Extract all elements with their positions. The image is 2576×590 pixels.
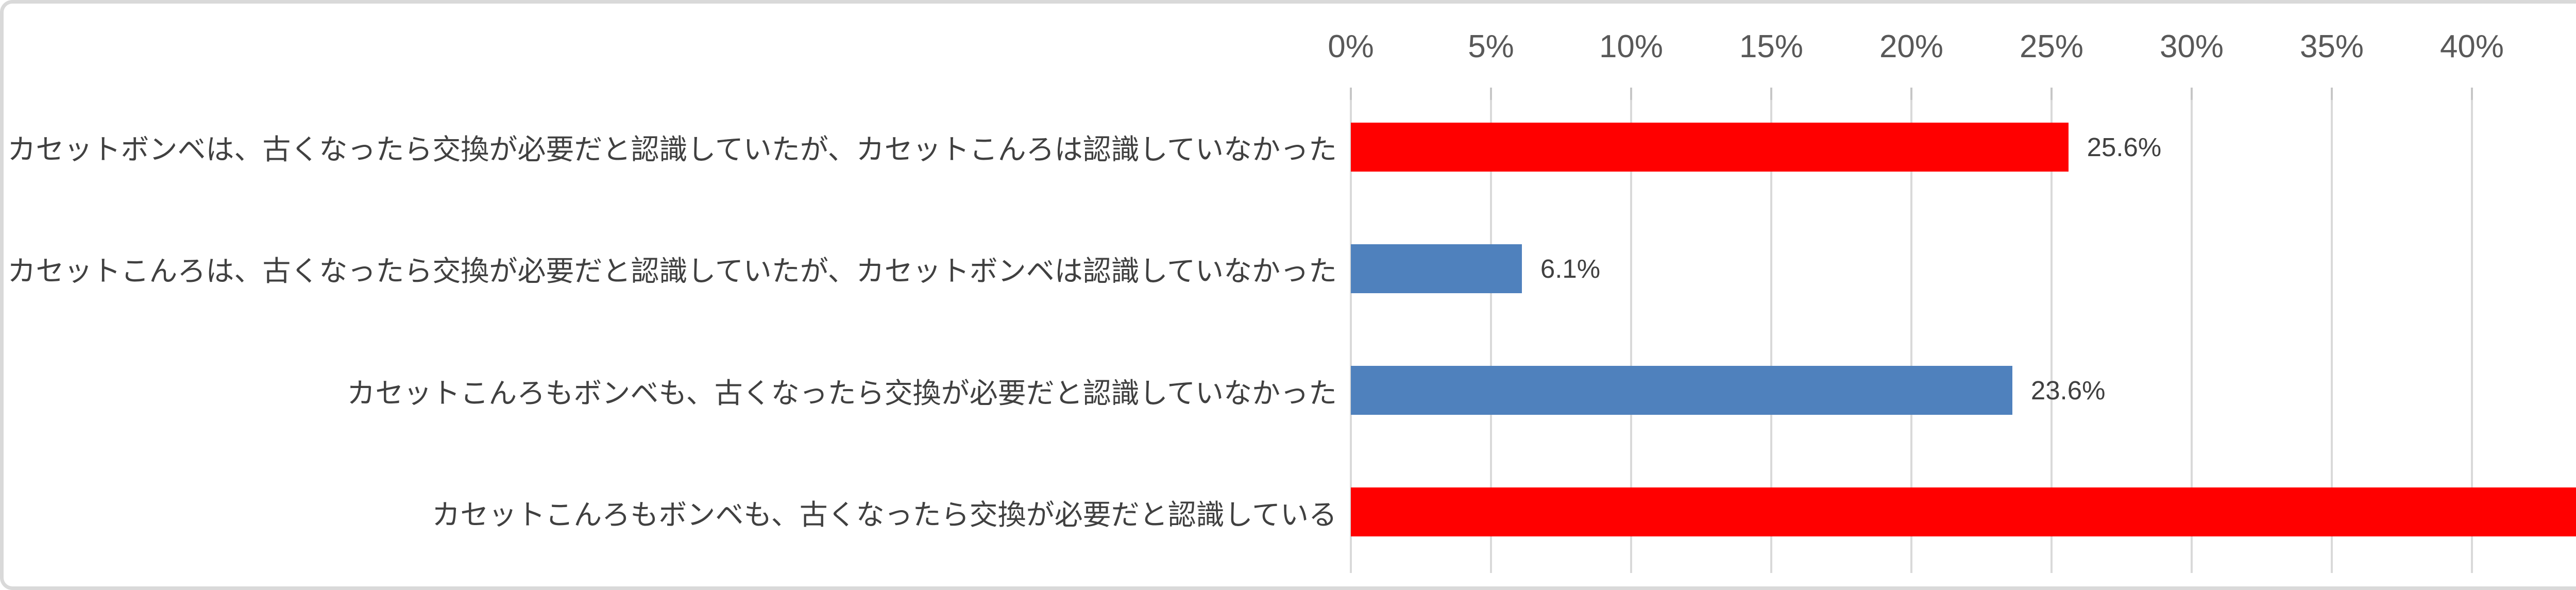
axis-tick-mark	[2331, 88, 2333, 100]
gridline	[1630, 100, 1632, 573]
axis-tick-mark	[2191, 88, 2193, 100]
category-label: カセットこんろもボンベも、古くなったら交換が必要だと認識していなかった	[347, 377, 1337, 409]
axis-tick-label: 45%	[2535, 24, 2576, 70]
bar-segment[interactable]	[1351, 122, 2069, 172]
axis-tick-mark	[2471, 88, 2473, 100]
axis-tick-label: 35%	[2299, 29, 2364, 64]
axis-tick-mark	[1910, 88, 1912, 100]
axis-tick-label: 30%	[2159, 29, 2224, 64]
axis-tick-mark	[2050, 88, 2053, 100]
axis-tick-label: 40%	[2439, 29, 2504, 64]
category-label: カセットボンベは、古くなったら交換が必要だと認識していたが、カセットこんろは認識…	[7, 133, 1337, 166]
gridline	[2191, 100, 2193, 573]
gridline	[1910, 100, 1912, 573]
bar-row: カセットこんろもボンベも、古くなったら交換が必要だと認識している 44.7%	[4, 451, 2576, 573]
value-label: 6.1%	[1540, 254, 1601, 283]
bar-segment[interactable]	[1351, 366, 2012, 415]
axis-tick-label: 5%	[1468, 29, 1514, 64]
axis-tick-mark	[1490, 88, 1492, 100]
axis-tick-label: 10%	[1599, 29, 1664, 64]
category-label: カセットこんろもボンベも、古くなったら交換が必要だと認識している	[432, 498, 1337, 531]
value-label: 23.6%	[2030, 376, 2106, 406]
axis-tick-mark	[1630, 88, 1632, 100]
axis-tick-label: 0%	[1328, 29, 1374, 64]
bar-row: カセットこんろは、古くなったら交換が必要だと認識していたが、カセットボンベは認識…	[4, 208, 2576, 329]
bar-row: カセットボンベは、古くなったら交換が必要だと認識していたが、カセットこんろは認識…	[4, 86, 2576, 208]
bar-segment[interactable]	[1351, 244, 1522, 293]
axis-tick-label: 20%	[1879, 29, 1944, 64]
axis-tick-mark	[1350, 88, 1352, 100]
gridline	[2471, 100, 2473, 573]
axis-tick-label: 25%	[2019, 29, 2084, 64]
gridline	[1490, 100, 1492, 573]
axis-tick-mark	[1770, 88, 1772, 100]
gridline	[2331, 100, 2333, 573]
axis-tick-label: 15%	[1739, 29, 1804, 64]
gridline	[2050, 100, 2053, 573]
gridline	[1350, 100, 1352, 573]
category-label: カセットこんろは、古くなったら交換が必要だと認識していたが、カセットボンベは認識…	[7, 255, 1337, 288]
bar-segment[interactable]	[1351, 487, 2576, 537]
gridline	[1770, 100, 1772, 573]
value-label: 25.6%	[2087, 132, 2162, 162]
bar-row: カセットこんろもボンベも、古くなったら交換が必要だと認識していなかった 23.6…	[4, 330, 2576, 451]
